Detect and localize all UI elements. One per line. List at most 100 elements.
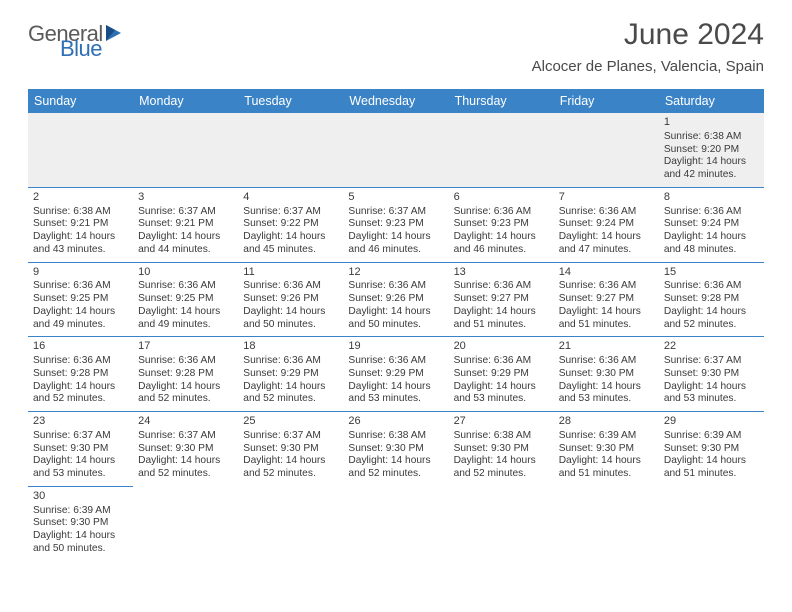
calendar-cell: 30Sunrise: 6:39 AMSunset: 9:30 PMDayligh… <box>28 486 133 561</box>
calendar-cell: 5Sunrise: 6:37 AMSunset: 9:23 PMDaylight… <box>343 187 448 262</box>
calendar-cell: 18Sunrise: 6:36 AMSunset: 9:29 PMDayligh… <box>238 336 343 411</box>
sunset-line: Sunset: 9:30 PM <box>559 443 654 456</box>
daylight-line: Daylight: 14 hours and 52 minutes. <box>243 381 338 407</box>
sunset-line: Sunset: 9:30 PM <box>664 443 759 456</box>
location-subtitle: Alcocer de Planes, Valencia, Spain <box>532 58 764 75</box>
calendar-cell <box>133 486 238 561</box>
day-number: 25 <box>243 415 338 429</box>
day-number: 3 <box>138 191 233 205</box>
calendar-cell <box>554 486 659 561</box>
calendar-cell: 16Sunrise: 6:36 AMSunset: 9:28 PMDayligh… <box>28 336 133 411</box>
title-block: June 2024 Alcocer de Planes, Valencia, S… <box>532 18 764 75</box>
day-number: 9 <box>33 266 128 280</box>
calendar-cell <box>449 113 554 187</box>
calendar-cell: 24Sunrise: 6:37 AMSunset: 9:30 PMDayligh… <box>133 411 238 486</box>
sunset-line: Sunset: 9:25 PM <box>33 293 128 306</box>
sunrise-line: Sunrise: 6:38 AM <box>664 131 759 144</box>
day-number: 7 <box>559 191 654 205</box>
sunset-line: Sunset: 9:30 PM <box>243 443 338 456</box>
day-number: 8 <box>664 191 759 205</box>
calendar-cell <box>238 486 343 561</box>
daylight-line: Daylight: 14 hours and 45 minutes. <box>243 231 338 257</box>
daylight-line: Daylight: 14 hours and 53 minutes. <box>559 381 654 407</box>
day-number: 15 <box>664 266 759 280</box>
dayname-header: Sunday <box>28 89 133 113</box>
sunset-line: Sunset: 9:30 PM <box>138 443 233 456</box>
day-number: 26 <box>348 415 443 429</box>
calendar-cell: 20Sunrise: 6:36 AMSunset: 9:29 PMDayligh… <box>449 336 554 411</box>
page-title: June 2024 <box>532 18 764 52</box>
sunset-line: Sunset: 9:26 PM <box>243 293 338 306</box>
logo: General Blue <box>28 18 131 59</box>
dayname-header: Wednesday <box>343 89 448 113</box>
day-number: 10 <box>138 266 233 280</box>
day-number: 4 <box>243 191 338 205</box>
day-number: 24 <box>138 415 233 429</box>
sunset-line: Sunset: 9:25 PM <box>138 293 233 306</box>
day-number: 12 <box>348 266 443 280</box>
calendar-cell <box>343 486 448 561</box>
day-number: 29 <box>664 415 759 429</box>
daylight-line: Daylight: 14 hours and 50 minutes. <box>33 530 128 556</box>
sunrise-line: Sunrise: 6:36 AM <box>138 355 233 368</box>
calendar-cell: 2Sunrise: 6:38 AMSunset: 9:21 PMDaylight… <box>28 187 133 262</box>
sunset-line: Sunset: 9:28 PM <box>138 368 233 381</box>
day-number: 6 <box>454 191 549 205</box>
daylight-line: Daylight: 14 hours and 51 minutes. <box>454 306 549 332</box>
daylight-line: Daylight: 14 hours and 46 minutes. <box>454 231 549 257</box>
sunrise-line: Sunrise: 6:36 AM <box>454 280 549 293</box>
day-number: 27 <box>454 415 549 429</box>
calendar-cell: 13Sunrise: 6:36 AMSunset: 9:27 PMDayligh… <box>449 262 554 337</box>
sunrise-line: Sunrise: 6:39 AM <box>33 505 128 518</box>
sunset-line: Sunset: 9:29 PM <box>454 368 549 381</box>
calendar-cell: 15Sunrise: 6:36 AMSunset: 9:28 PMDayligh… <box>659 262 764 337</box>
sunrise-line: Sunrise: 6:36 AM <box>348 280 443 293</box>
sunrise-line: Sunrise: 6:38 AM <box>348 430 443 443</box>
header: General Blue June 2024 Alcocer de Planes… <box>0 0 792 81</box>
sunrise-line: Sunrise: 6:37 AM <box>348 206 443 219</box>
sunset-line: Sunset: 9:27 PM <box>559 293 654 306</box>
sunrise-line: Sunrise: 6:38 AM <box>454 430 549 443</box>
sunset-line: Sunset: 9:21 PM <box>33 218 128 231</box>
calendar-cell: 17Sunrise: 6:36 AMSunset: 9:28 PMDayligh… <box>133 336 238 411</box>
sunrise-line: Sunrise: 6:39 AM <box>559 430 654 443</box>
sunrise-line: Sunrise: 6:37 AM <box>243 206 338 219</box>
sunrise-line: Sunrise: 6:36 AM <box>559 355 654 368</box>
calendar: SundayMondayTuesdayWednesdayThursdayFrid… <box>28 89 764 561</box>
day-number: 5 <box>348 191 443 205</box>
day-number: 21 <box>559 340 654 354</box>
daylight-line: Daylight: 14 hours and 52 minutes. <box>454 455 549 481</box>
sunrise-line: Sunrise: 6:36 AM <box>138 280 233 293</box>
daylight-line: Daylight: 14 hours and 49 minutes. <box>138 306 233 332</box>
calendar-cell: 4Sunrise: 6:37 AMSunset: 9:22 PMDaylight… <box>238 187 343 262</box>
sunset-line: Sunset: 9:28 PM <box>664 293 759 306</box>
day-number: 1 <box>664 116 759 130</box>
daylight-line: Daylight: 14 hours and 43 minutes. <box>33 231 128 257</box>
daylight-line: Daylight: 14 hours and 50 minutes. <box>348 306 443 332</box>
daylight-line: Daylight: 14 hours and 52 minutes. <box>138 381 233 407</box>
calendar-cell: 14Sunrise: 6:36 AMSunset: 9:27 PMDayligh… <box>554 262 659 337</box>
sunset-line: Sunset: 9:30 PM <box>664 368 759 381</box>
sunset-line: Sunset: 9:30 PM <box>559 368 654 381</box>
sunrise-line: Sunrise: 6:36 AM <box>33 355 128 368</box>
calendar-cell: 21Sunrise: 6:36 AMSunset: 9:30 PMDayligh… <box>554 336 659 411</box>
daylight-line: Daylight: 14 hours and 53 minutes. <box>33 455 128 481</box>
day-number: 28 <box>559 415 654 429</box>
daylight-line: Daylight: 14 hours and 49 minutes. <box>33 306 128 332</box>
sunrise-line: Sunrise: 6:37 AM <box>664 355 759 368</box>
dayname-header: Tuesday <box>238 89 343 113</box>
day-number: 2 <box>33 191 128 205</box>
daylight-line: Daylight: 14 hours and 44 minutes. <box>138 231 233 257</box>
sunrise-line: Sunrise: 6:36 AM <box>559 206 654 219</box>
calendar-cell: 19Sunrise: 6:36 AMSunset: 9:29 PMDayligh… <box>343 336 448 411</box>
daylight-line: Daylight: 14 hours and 51 minutes. <box>559 455 654 481</box>
sunset-line: Sunset: 9:20 PM <box>664 144 759 157</box>
daylight-line: Daylight: 14 hours and 52 minutes. <box>33 381 128 407</box>
calendar-cell <box>554 113 659 187</box>
daylight-line: Daylight: 14 hours and 46 minutes. <box>348 231 443 257</box>
sunset-line: Sunset: 9:26 PM <box>348 293 443 306</box>
day-number: 16 <box>33 340 128 354</box>
calendar-header-row: SundayMondayTuesdayWednesdayThursdayFrid… <box>28 89 764 113</box>
daylight-line: Daylight: 14 hours and 52 minutes. <box>138 455 233 481</box>
calendar-cell: 23Sunrise: 6:37 AMSunset: 9:30 PMDayligh… <box>28 411 133 486</box>
